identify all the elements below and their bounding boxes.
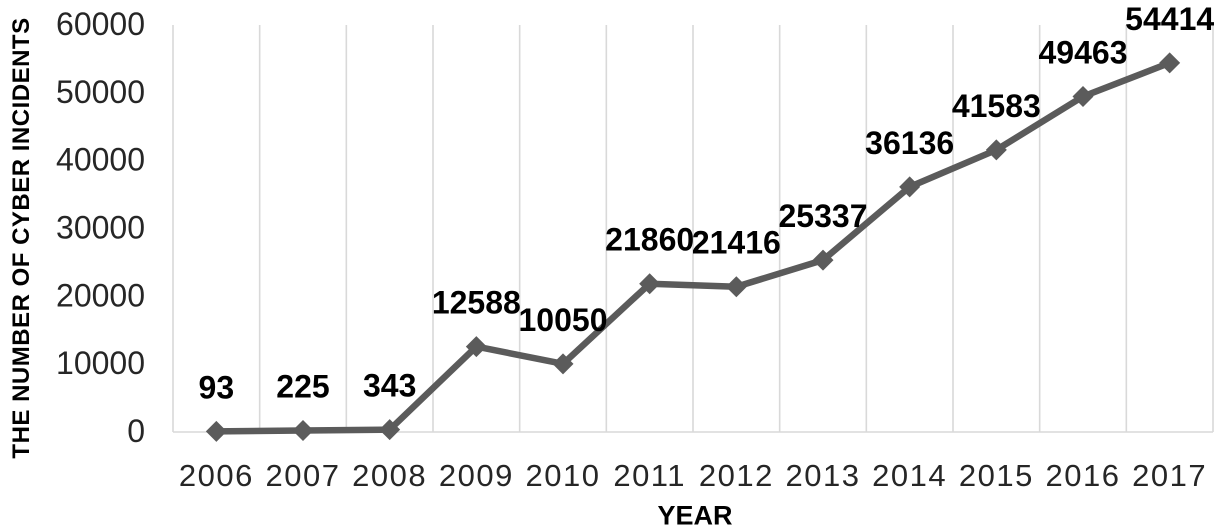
- data-point-marker: [205, 420, 227, 442]
- x-tick-label: 2010: [526, 458, 601, 493]
- data-label: 225: [276, 368, 329, 404]
- data-label: 36136: [865, 125, 954, 161]
- x-tick-label: 2013: [786, 458, 861, 493]
- y-tick-label: 10000: [56, 345, 145, 381]
- x-tick-label: 2017: [1132, 458, 1207, 493]
- data-label: 343: [363, 368, 416, 404]
- data-point-marker: [1072, 85, 1094, 107]
- data-point-marker: [379, 419, 401, 441]
- y-tick-label: 30000: [56, 210, 145, 246]
- data-point-marker: [1159, 52, 1181, 74]
- data-point-marker: [552, 353, 574, 375]
- x-tick-label: 2006: [179, 458, 254, 493]
- data-label: 25337: [779, 198, 868, 234]
- data-point-marker: [639, 273, 661, 295]
- x-tick-label: 2012: [699, 458, 774, 493]
- x-axis-title: YEAR: [657, 500, 733, 531]
- data-point-marker: [812, 249, 834, 271]
- x-tick-label: 2014: [872, 458, 947, 493]
- data-label: 54414: [1125, 1, 1214, 37]
- data-label: 12588: [432, 285, 521, 321]
- x-tick-label: 2011: [613, 458, 686, 493]
- data-label: 21416: [692, 225, 781, 261]
- y-tick-label: 40000: [56, 142, 145, 178]
- x-tick-label: 2016: [1046, 458, 1121, 493]
- data-label: 93: [199, 369, 235, 405]
- x-tick-label: 2009: [439, 458, 514, 493]
- data-point-marker: [725, 276, 747, 298]
- y-axis-title: THE NUMBER OF CYBER INCIDENTS: [8, 17, 35, 459]
- y-tick-label: 0: [127, 413, 145, 449]
- x-tick-label: 2015: [959, 458, 1034, 493]
- y-tick-label: 60000: [56, 6, 145, 42]
- data-point-marker: [292, 419, 314, 441]
- y-tick-label: 20000: [56, 277, 145, 313]
- data-line: [213, 59, 1173, 435]
- data-label: 41583: [952, 88, 1041, 124]
- data-label: 49463: [1039, 34, 1128, 70]
- x-tick-label: 2008: [352, 458, 427, 493]
- data-point-marker: [465, 336, 487, 358]
- y-tick-label: 50000: [56, 74, 145, 110]
- data-label: 10050: [519, 302, 608, 338]
- x-tick-label: 2007: [266, 458, 341, 493]
- data-label: 21860: [605, 222, 694, 258]
- data-point-marker: [899, 176, 921, 198]
- data-point-marker: [985, 139, 1007, 161]
